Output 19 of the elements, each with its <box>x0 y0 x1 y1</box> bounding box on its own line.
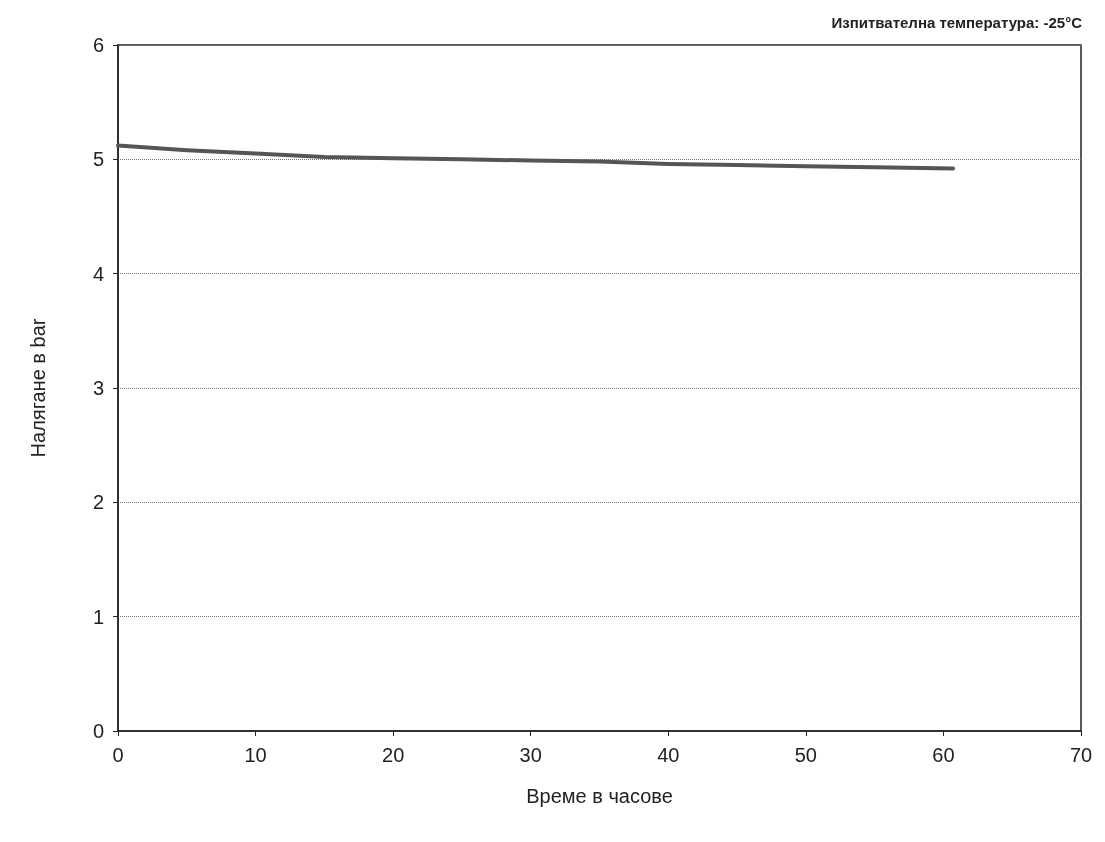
x-tick-label: 40 <box>657 744 680 766</box>
y-tick-label: 6 <box>92 34 104 56</box>
y-tick-label: 4 <box>92 262 104 285</box>
x-tick-label: 60 <box>932 744 955 766</box>
line-series <box>116 143 956 171</box>
x-tick-label: 10 <box>244 744 267 766</box>
y-tick-label: 2 <box>92 491 104 514</box>
y-tick-label: 5 <box>92 148 104 171</box>
y-tick-label: 0 <box>92 720 104 742</box>
y-axis-title: Налягане в bar <box>27 318 49 458</box>
x-tick-label: 30 <box>519 744 542 766</box>
x-tick-label: 20 <box>382 744 405 766</box>
x-tick-label: 50 <box>794 744 817 766</box>
y-tick-label: 3 <box>92 377 104 399</box>
chart-title: Изпитвателна температура: -25°C <box>831 14 1083 31</box>
x-tick-label: 0 <box>112 744 124 766</box>
y-tick-label: 1 <box>92 605 104 628</box>
x-tick-label: 70 <box>1069 744 1093 766</box>
x-axis-title: Време в часове <box>526 785 673 807</box>
